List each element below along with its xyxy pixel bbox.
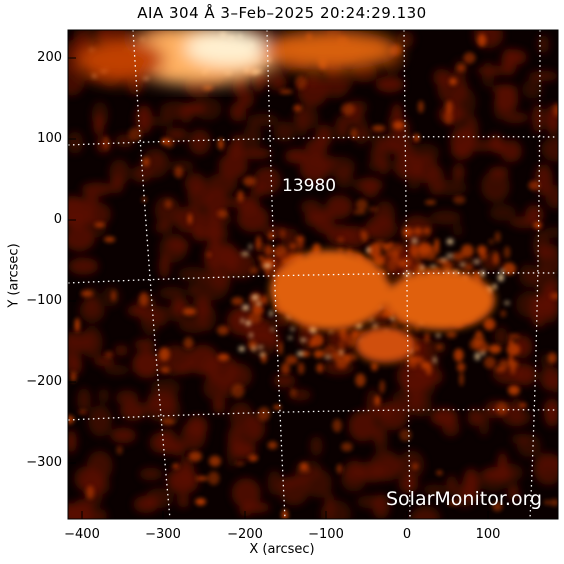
- y-tick-label: −200: [26, 374, 62, 389]
- axis-ticks: [68, 57, 489, 519]
- y-tick-label: −300: [26, 455, 62, 470]
- y-tick-label: 100: [37, 131, 62, 146]
- x-tick-label: −300: [145, 527, 181, 542]
- x-tick-label: 100: [475, 527, 501, 542]
- y-tick-label: −100: [26, 293, 62, 308]
- x-tick-label: 0: [402, 527, 412, 542]
- watermark: SolarMonitor.org: [386, 488, 543, 510]
- plot-frame: [67, 29, 559, 520]
- bright-top-band: [75, 30, 400, 85]
- active-region-core: [270, 250, 495, 363]
- x-tick-label: −200: [227, 527, 263, 542]
- y-axis-label: Y (arcsec): [6, 243, 22, 308]
- plot-title: AIA 304 Å 3–Feb–2025 20:24:29.130: [137, 4, 427, 22]
- x-axis-label: X (arcsec): [249, 542, 315, 557]
- x-tick-label: −400: [64, 527, 100, 542]
- y-tick-label: 0: [53, 212, 62, 227]
- y-tick-label: 200: [37, 50, 62, 65]
- x-tick-label: −100: [308, 527, 344, 542]
- active-region-number: 13980: [282, 176, 337, 196]
